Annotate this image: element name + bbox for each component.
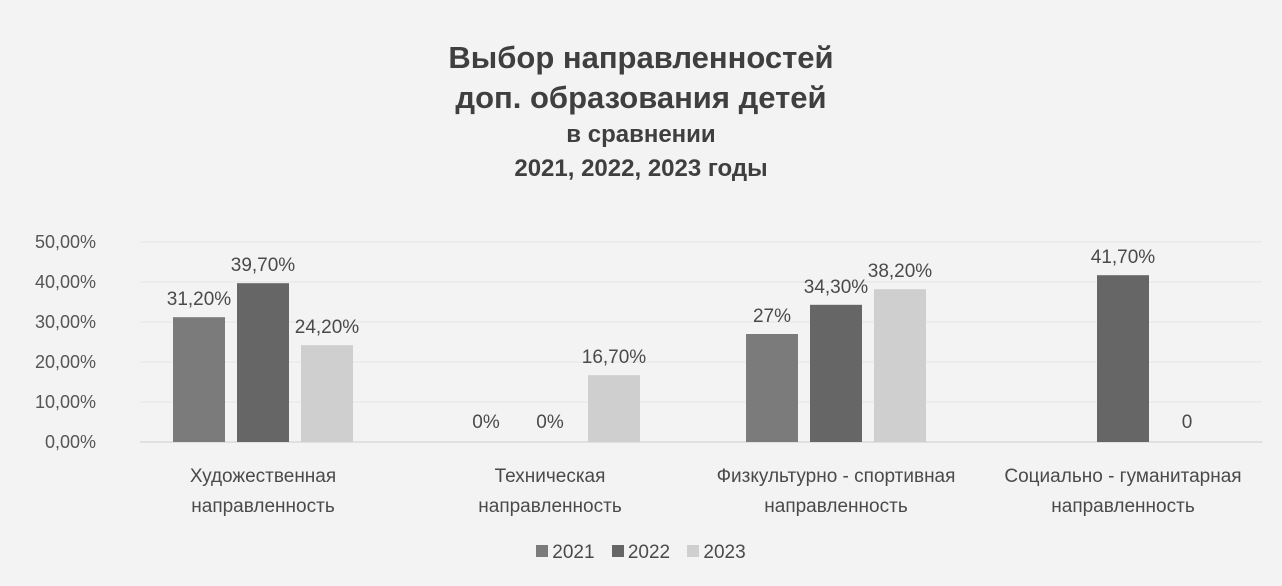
data-label-2021-2: 27%	[753, 306, 791, 327]
y-tick-label: 30,00%	[35, 312, 96, 332]
y-tick-label: 50,00%	[35, 232, 96, 252]
data-label-2021-1: 0%	[472, 412, 500, 433]
category-label: направленность	[764, 496, 908, 517]
legend-swatch-2021	[536, 544, 549, 557]
category-label: направленность	[1051, 496, 1195, 517]
bar-2021-0	[173, 317, 225, 442]
y-tick-label: 10,00%	[35, 392, 96, 412]
legend-swatch-2023	[687, 544, 700, 557]
legend-item-2021: 2021	[536, 542, 595, 564]
chart-title-block: Выбор направленностей доп. образования д…	[0, 38, 1282, 186]
data-label-2023-2: 38,20%	[868, 261, 933, 282]
bar-2022-2	[810, 304, 862, 442]
y-tick-label: 0,00%	[45, 432, 96, 452]
legend-label-2021: 2021	[552, 542, 595, 563]
bar-2021-2	[746, 334, 798, 442]
category-label: Физкультурно - спортивная	[717, 466, 956, 487]
chart-subtitle: в сравнении	[566, 121, 716, 148]
legend-label-2023: 2023	[703, 542, 746, 563]
category-label: Художественная	[190, 466, 336, 487]
category-label: Техническая	[495, 466, 606, 487]
legend-item-2023: 2023	[687, 542, 746, 564]
chart-subtitle-line2: 2021, 2022, 2023 годы	[514, 155, 768, 182]
bar-2022-3	[1097, 275, 1149, 442]
legend-label-2022: 2022	[627, 542, 671, 563]
category-label: направленность	[191, 496, 335, 517]
chart-title: Выбор направленностей	[448, 40, 834, 75]
y-tick-label: 40,00%	[35, 272, 96, 292]
legend-swatch-2022	[611, 544, 624, 557]
bar-2023-0	[301, 345, 353, 442]
data-label-2022-0: 39,70%	[231, 255, 296, 276]
data-label-2022-3: 41,70%	[1091, 247, 1156, 268]
data-label-2022-2: 34,30%	[804, 277, 869, 298]
legend: 2021 2022 2023	[0, 542, 1282, 564]
bar-2023-2	[874, 289, 926, 442]
legend-item-2022: 2022	[611, 542, 671, 564]
data-label-2023-0: 24,20%	[295, 317, 360, 338]
data-label-2022-1: 0%	[536, 412, 564, 433]
data-label-2021-0: 31,20%	[167, 289, 232, 310]
y-tick-label: 20,00%	[35, 352, 96, 372]
category-label: Социально - гуманитарная	[1004, 466, 1241, 487]
category-label: направленность	[478, 496, 622, 517]
data-label-2023-3: 0	[1182, 412, 1193, 433]
data-label-2023-1: 16,70%	[582, 347, 647, 368]
chart-title-line2: доп. образования детей	[455, 80, 827, 115]
bar-2023-1	[588, 375, 640, 442]
bar-2022-0	[237, 283, 289, 442]
